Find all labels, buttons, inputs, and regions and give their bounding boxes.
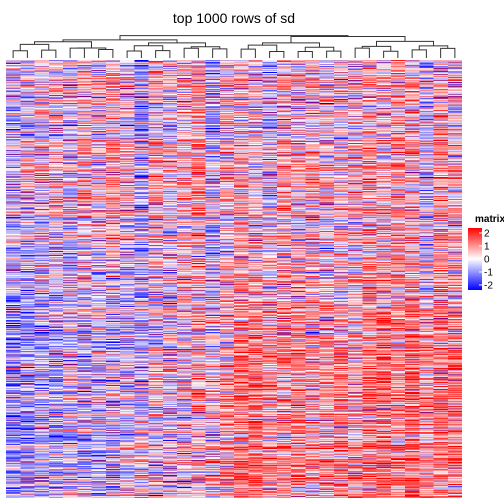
dendrogram-branch: [326, 50, 342, 58]
legend-color-bar: [468, 228, 482, 290]
legend-tick-label: 2: [484, 229, 490, 240]
dendrogram-branch: [69, 47, 85, 58]
dendrogram-branch: [19, 43, 50, 51]
dendrogram-branch: [297, 51, 313, 58]
dendrogram-branch: [354, 47, 370, 58]
legend-tick-label: 0: [484, 255, 490, 266]
dendrogram-branch: [41, 49, 57, 58]
dendrogram-branch: [304, 46, 335, 52]
dendrogram-branch: [155, 50, 171, 58]
legend-title: matrix: [475, 214, 504, 225]
dendrogram-branch: [383, 50, 399, 58]
dendrogram-branch: [376, 40, 434, 47]
dendrogram-branch: [126, 50, 142, 58]
legend-tick-label: -2: [484, 281, 493, 292]
column-dendrogram: [12, 35, 456, 58]
dendrogram-branch: [119, 35, 349, 40]
dendrogram-branch: [440, 47, 456, 58]
dendrogram-branch: [247, 44, 278, 52]
legend-ticks: 2 1 0 -1 -2: [479, 229, 493, 292]
dendrogram-branch: [269, 50, 285, 58]
dendrogram-branch: [212, 48, 228, 58]
dendrogram-branch: [240, 48, 256, 58]
dendrogram-branch: [290, 36, 406, 43]
dendrogram-branch: [361, 45, 392, 52]
heatmap-body: [6, 60, 462, 498]
dendrogram-branch: [133, 45, 164, 51]
legend-tick-label: 1: [484, 242, 490, 253]
legend-tick-label: -1: [484, 268, 493, 279]
color-legend: matrix 2 1 0 -1 -2: [468, 214, 504, 292]
heatmap-cells: [6, 60, 462, 498]
dendrogram-branch: [183, 47, 199, 58]
dendrogram-branch: [34, 41, 92, 48]
dendrogram-branch: [262, 42, 320, 48]
dendrogram-branch: [411, 49, 427, 58]
dendrogram-branch: [12, 50, 28, 58]
dendrogram-branch: [98, 48, 114, 58]
chart-title: top 1000 rows of sd: [173, 10, 295, 26]
